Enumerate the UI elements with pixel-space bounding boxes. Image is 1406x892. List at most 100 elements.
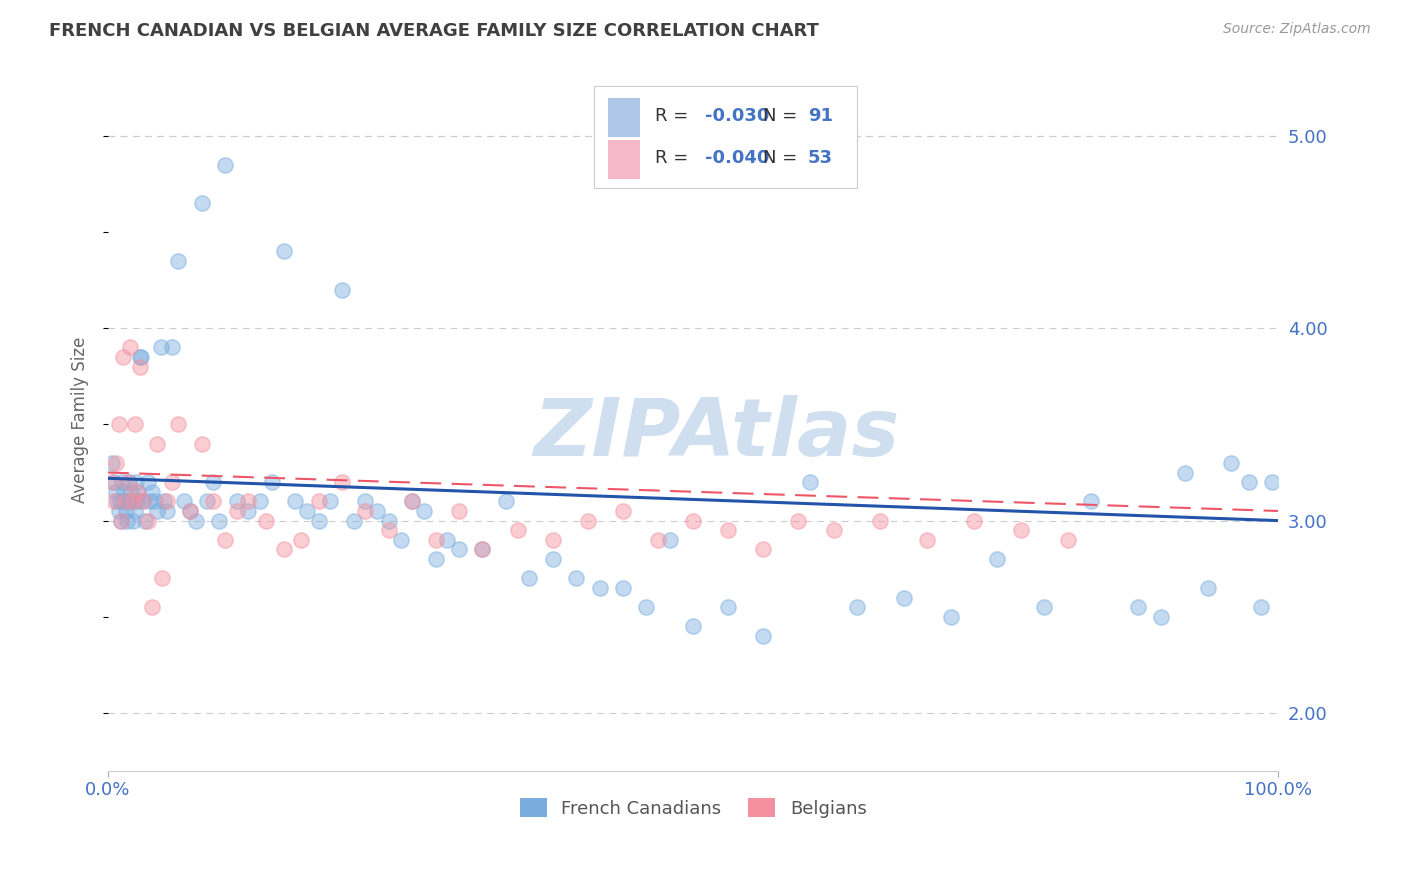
Point xyxy=(254,514,277,528)
Point xyxy=(122,494,145,508)
Point xyxy=(108,494,131,508)
Point xyxy=(111,475,134,490)
Point xyxy=(190,436,212,450)
Point xyxy=(565,571,588,585)
Point xyxy=(986,552,1008,566)
Point xyxy=(129,350,152,364)
Point xyxy=(162,475,184,490)
Text: N =: N = xyxy=(763,149,803,168)
Point xyxy=(1010,523,1032,537)
Point xyxy=(184,514,207,528)
Point xyxy=(121,514,143,528)
Point xyxy=(136,475,159,490)
Point xyxy=(121,494,143,508)
Point xyxy=(366,504,388,518)
Point xyxy=(162,341,184,355)
Point xyxy=(1197,581,1219,595)
Point xyxy=(150,571,173,585)
Point xyxy=(120,341,142,355)
Point xyxy=(155,494,177,508)
Point xyxy=(107,504,129,518)
Text: 53: 53 xyxy=(808,149,832,168)
Point xyxy=(893,591,915,605)
Point xyxy=(612,581,634,595)
Legend: French Canadians, Belgians: French Canadians, Belgians xyxy=(512,791,875,825)
Point xyxy=(146,436,169,450)
Point xyxy=(197,494,219,508)
FancyBboxPatch shape xyxy=(593,86,858,188)
Point xyxy=(117,494,139,508)
Point xyxy=(295,504,318,518)
Point xyxy=(717,600,740,615)
Point xyxy=(118,475,141,490)
FancyBboxPatch shape xyxy=(607,140,641,178)
Point xyxy=(141,484,163,499)
Point xyxy=(799,475,821,490)
Point xyxy=(308,514,330,528)
Point xyxy=(225,494,247,508)
Point xyxy=(612,504,634,518)
Point xyxy=(202,475,225,490)
Point xyxy=(541,533,564,547)
Point xyxy=(413,504,436,518)
Point xyxy=(103,494,125,508)
Point xyxy=(389,533,412,547)
Point xyxy=(401,494,423,508)
Point xyxy=(179,504,201,518)
Point xyxy=(963,514,986,528)
Point xyxy=(354,494,377,508)
Point xyxy=(682,514,704,528)
Point xyxy=(330,475,353,490)
Point xyxy=(107,417,129,432)
Point xyxy=(260,475,283,490)
Point xyxy=(1220,456,1243,470)
Point xyxy=(787,514,810,528)
Point xyxy=(1261,475,1284,490)
Point xyxy=(717,523,740,537)
Point xyxy=(284,494,307,508)
Point xyxy=(846,600,869,615)
Point xyxy=(541,552,564,566)
Point xyxy=(167,417,190,432)
Point xyxy=(869,514,891,528)
Point xyxy=(208,514,231,528)
Point xyxy=(273,244,295,259)
Text: ZIPAtlas: ZIPAtlas xyxy=(533,394,900,473)
Text: R =: R = xyxy=(655,106,693,125)
Point xyxy=(105,484,128,499)
Point xyxy=(105,456,128,470)
Point xyxy=(449,504,471,518)
Point xyxy=(449,542,471,557)
Point xyxy=(1126,600,1149,615)
Text: R =: R = xyxy=(655,149,693,168)
Text: FRENCH CANADIAN VS BELGIAN AVERAGE FAMILY SIZE CORRELATION CHART: FRENCH CANADIAN VS BELGIAN AVERAGE FAMIL… xyxy=(49,22,820,40)
Point xyxy=(105,494,128,508)
Point xyxy=(120,494,142,508)
Point xyxy=(128,359,150,374)
Point xyxy=(330,283,353,297)
Point xyxy=(110,514,132,528)
Point xyxy=(100,475,122,490)
Point xyxy=(588,581,610,595)
Point xyxy=(103,475,125,490)
Point xyxy=(139,494,162,508)
Text: 91: 91 xyxy=(808,106,832,125)
Point xyxy=(1056,533,1078,547)
Point xyxy=(939,609,962,624)
Point xyxy=(238,504,260,518)
Point xyxy=(167,253,190,268)
Point xyxy=(471,542,494,557)
Point xyxy=(319,494,342,508)
Text: N =: N = xyxy=(763,106,803,125)
FancyBboxPatch shape xyxy=(607,98,641,136)
Point xyxy=(155,504,177,518)
Point xyxy=(146,504,169,518)
Point xyxy=(495,494,517,508)
Point xyxy=(132,494,155,508)
Point xyxy=(202,494,225,508)
Point xyxy=(401,494,423,508)
Point xyxy=(127,484,149,499)
Point xyxy=(100,456,122,470)
Text: Source: ZipAtlas.com: Source: ZipAtlas.com xyxy=(1223,22,1371,37)
Point xyxy=(471,542,494,557)
